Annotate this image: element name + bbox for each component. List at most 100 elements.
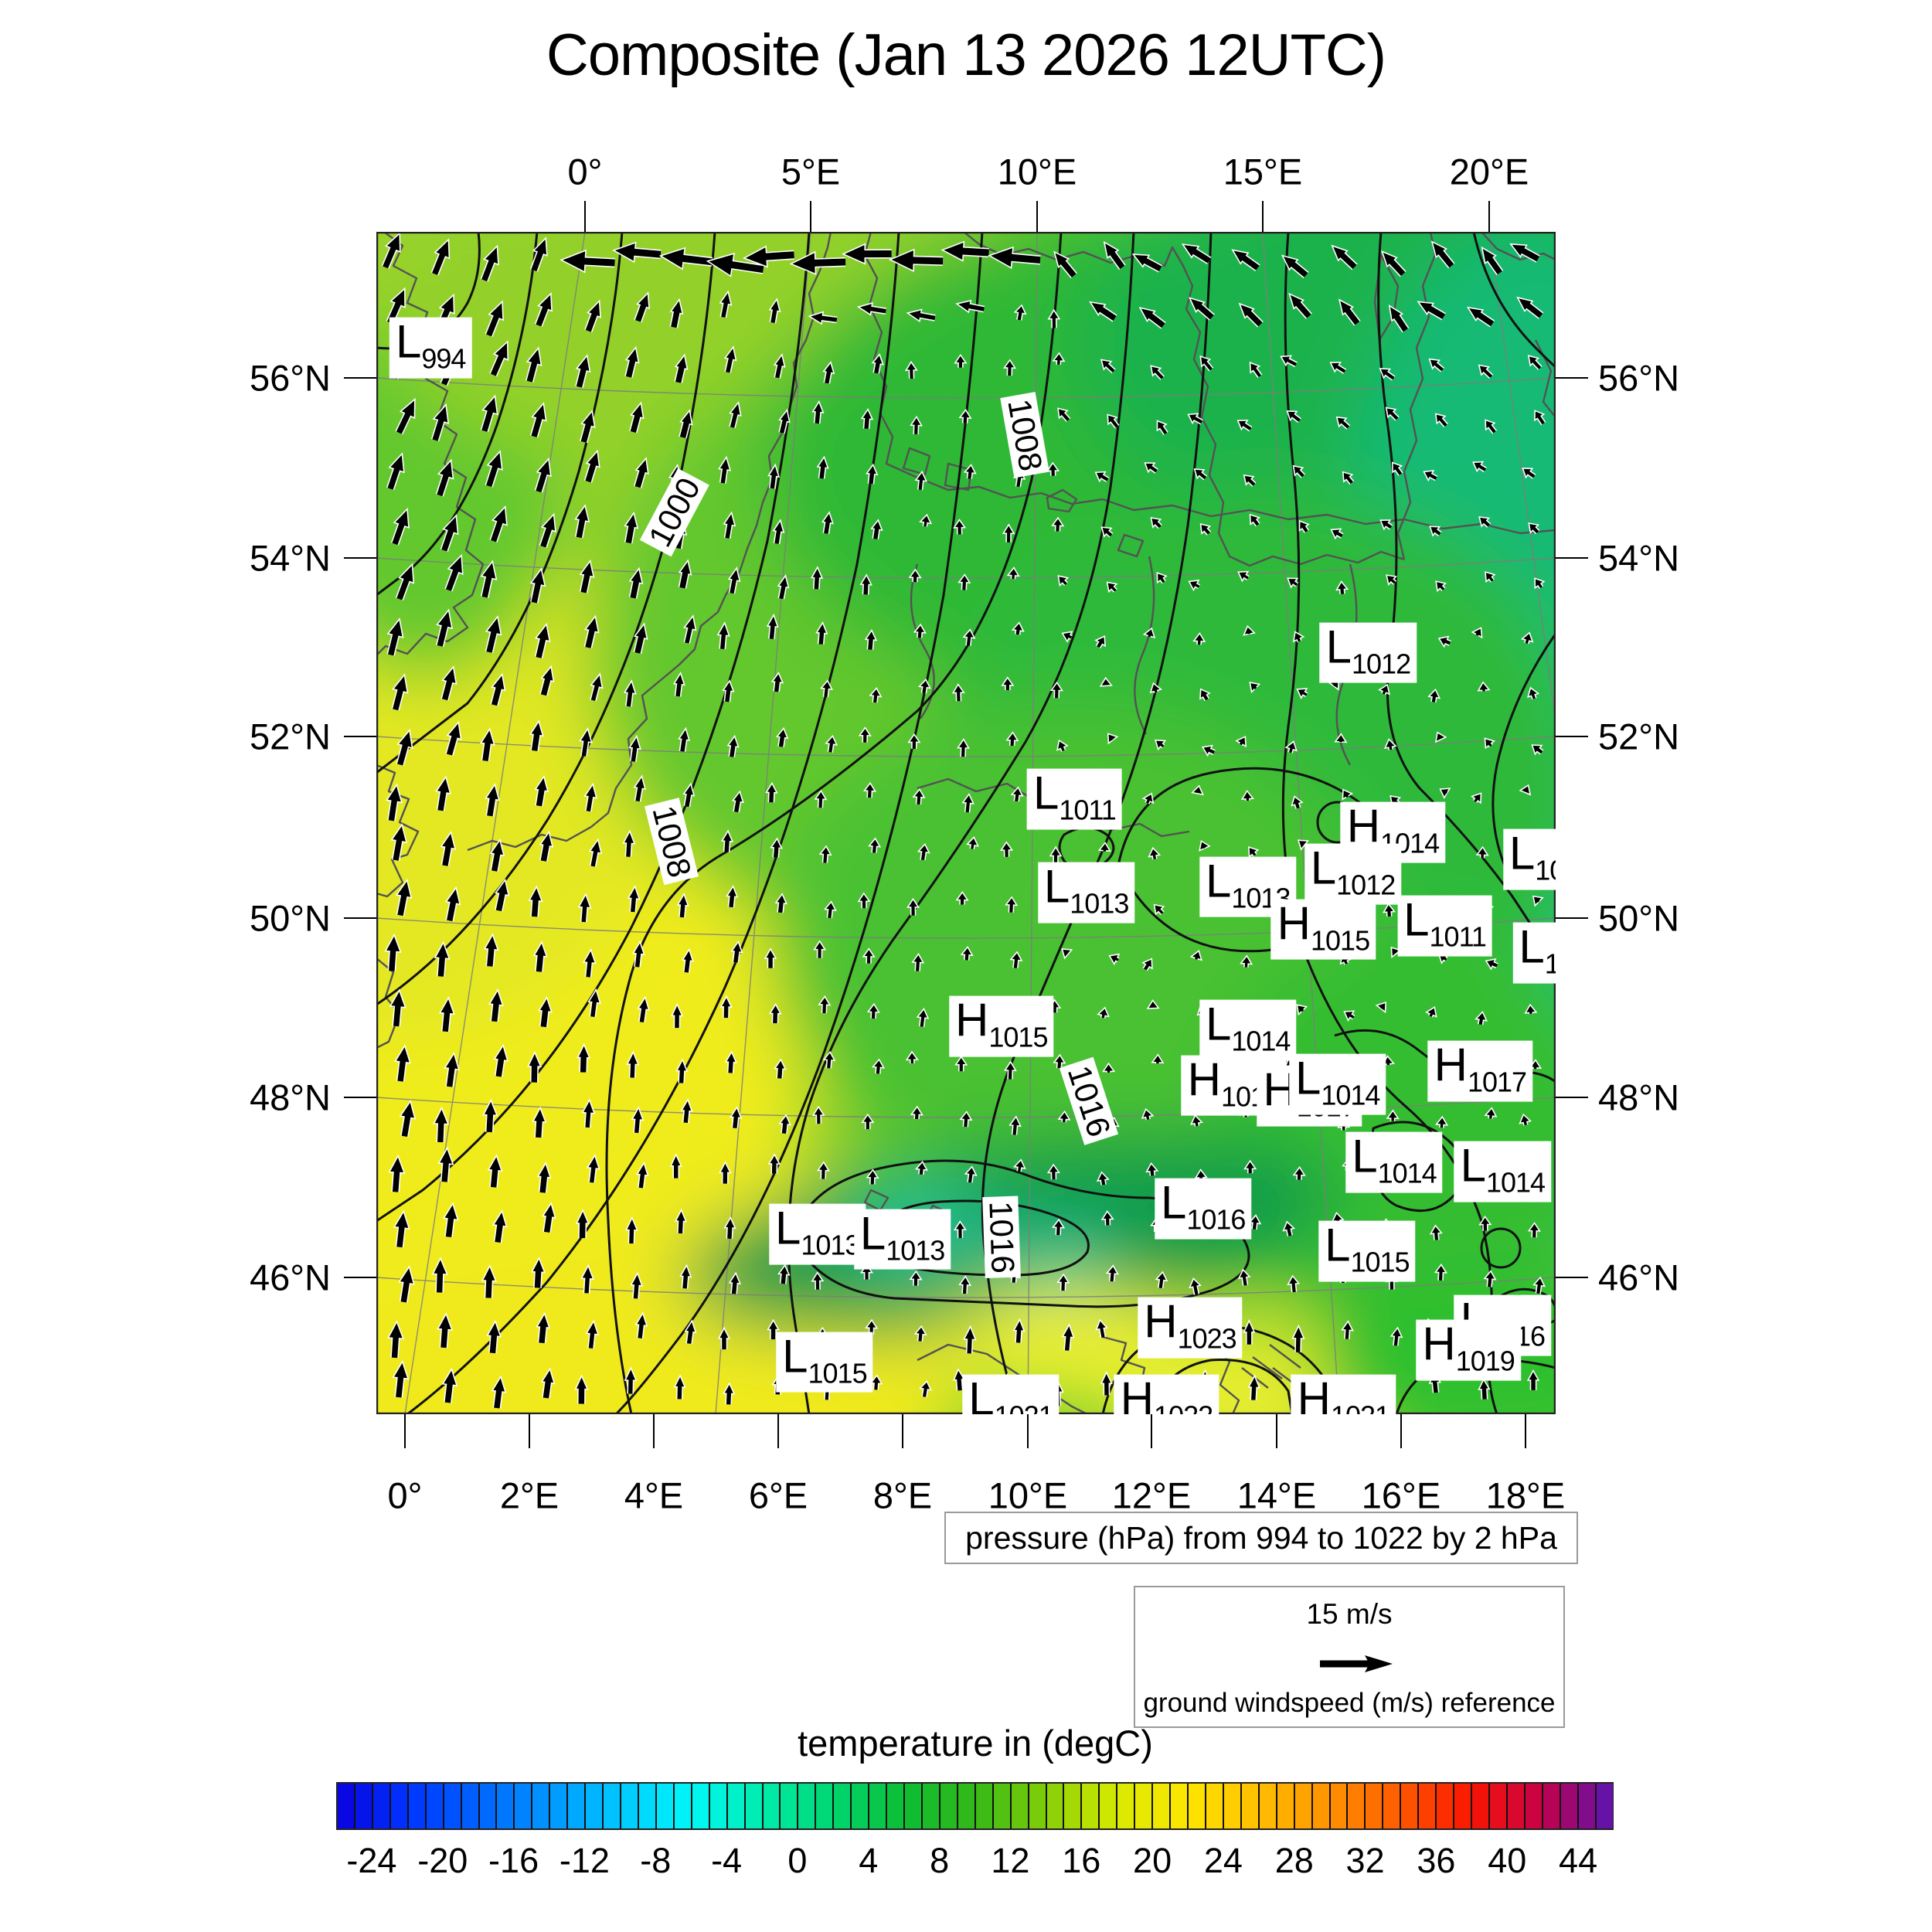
pressure-letter: L (1325, 1219, 1351, 1271)
pressure-value: 1023 (1177, 1322, 1237, 1355)
right-tick (1556, 736, 1588, 737)
colorbar-cell (798, 1784, 817, 1828)
bottom-tick (1151, 1414, 1152, 1448)
bottom-axis-label: 6°E (748, 1475, 808, 1516)
colorbar-cell (408, 1784, 427, 1828)
bottom-tick (1525, 1414, 1526, 1448)
page-title: Composite (Jan 13 2026 12UTC) (546, 22, 1386, 88)
colorbar-cell (709, 1784, 728, 1828)
colorbar-cell (763, 1784, 781, 1828)
colorbar-tick-label: -24 (346, 1841, 397, 1880)
low-pressure-label: L1014 (1288, 1052, 1386, 1115)
colorbar-tick-label: 44 (1559, 1841, 1598, 1880)
pressure-letter: L (1519, 920, 1545, 973)
colorbar-cell (834, 1784, 852, 1828)
pressure-value: 1015 (988, 1021, 1048, 1053)
colorbar-cell (338, 1784, 355, 1828)
colorbar-cell (444, 1784, 462, 1828)
right-axis-label: 56°N (1598, 357, 1680, 399)
colorbar-cell (993, 1784, 1012, 1828)
colorbar-cell (692, 1784, 710, 1828)
isobar-contour-label: 1016 (981, 1196, 1021, 1278)
colorbar-tick-label: 12 (991, 1841, 1030, 1880)
bottom-tick (529, 1414, 530, 1448)
colorbar-cell (1348, 1784, 1366, 1828)
colorbar-cell (1312, 1784, 1331, 1828)
low-pressure-label: L1013 (1037, 862, 1135, 923)
pressure-value: 1013 (886, 1234, 945, 1267)
colorbar-tick-label: -12 (559, 1841, 610, 1880)
pressure-value: 1015 (808, 1357, 868, 1389)
pressure-value: 1015 (1350, 1246, 1410, 1278)
colorbar-cell (1223, 1784, 1242, 1828)
colorbar-cell (1241, 1784, 1260, 1828)
colorbar-cell (1330, 1784, 1349, 1828)
pressure-letter: H (1422, 1318, 1456, 1370)
colorbar-cell (674, 1784, 692, 1828)
top-axis-label: 5°E (781, 151, 841, 192)
low-pressure-label: L1012 (1319, 622, 1417, 684)
colorbar-cell (1206, 1784, 1224, 1828)
low-pressure-label: L1013 (853, 1209, 951, 1270)
pressure-letter: L (1460, 1139, 1486, 1192)
wind-reference-caption: ground windspeed (m/s) reference (1143, 1688, 1556, 1718)
low-pressure-label: L1014 (1454, 1139, 1552, 1202)
pressure-value: 1011 (1429, 920, 1487, 953)
left-axis-label: 54°N (249, 537, 331, 579)
colorbar-cell (355, 1784, 373, 1828)
colorbar-tick-label: -16 (488, 1841, 539, 1880)
pressure-value: 1012 (1336, 869, 1396, 901)
colorbar-cell (1064, 1784, 1083, 1828)
pressure-value: 1011 (1059, 794, 1116, 826)
high-pressure-label: H1015 (1270, 897, 1376, 961)
pressure-letter: H (1277, 897, 1311, 950)
bottom-axis-label: 0° (387, 1475, 423, 1516)
colorbar-cell (922, 1784, 940, 1828)
colorbar-cell (461, 1784, 480, 1828)
pressure-value: 994 (421, 342, 466, 375)
pressure-letter: L (1294, 1052, 1321, 1104)
colorbar-cell (604, 1784, 621, 1828)
high-pressure-label: H1022 (1114, 1374, 1219, 1414)
left-tick (344, 557, 376, 559)
colorbar-cell (497, 1784, 515, 1828)
high-pressure-label: H1019 (1416, 1318, 1521, 1381)
colorbar-tick-label: 28 (1274, 1841, 1314, 1880)
pressure-letter: L (1205, 855, 1232, 907)
pressure-value: 1021 (995, 1400, 1054, 1414)
high-pressure-label: H1015 (949, 994, 1054, 1057)
pressure-value: 1014 (1321, 1079, 1380, 1111)
colorbar-tick-label: 0 (787, 1841, 808, 1880)
top-tick (810, 201, 811, 232)
colorbar-cell (1543, 1784, 1561, 1828)
bottom-axis-label: 10°E (988, 1475, 1068, 1516)
left-axis-label: 48°N (249, 1077, 331, 1118)
low-pressure-label: L1014 (1199, 999, 1297, 1061)
colorbar-cell (1011, 1784, 1029, 1828)
bottom-tick (902, 1414, 903, 1448)
colorbar-cell (852, 1784, 870, 1828)
bottom-axis-label: 4°E (624, 1475, 684, 1516)
wind-reference-box: 15 m/s ground windspeed (m/s) reference (1134, 1586, 1565, 1728)
pressure-value: 1012 (1352, 648, 1411, 680)
pressure-value: 1017 (1467, 1066, 1527, 1098)
top-tick (584, 201, 586, 232)
colorbar-cell (745, 1784, 764, 1828)
left-tick (344, 736, 376, 737)
pressure-letter: L (1310, 842, 1337, 894)
colorbar-cell (1419, 1784, 1437, 1828)
right-tick (1556, 1277, 1588, 1278)
colorbar-cell (816, 1784, 835, 1828)
colorbar-cell (1294, 1784, 1313, 1828)
colorbar-cell (532, 1784, 551, 1828)
pressure-caption: pressure (hPa) from 994 to 1022 by 2 hPa (944, 1512, 1578, 1564)
left-axis-label: 52°N (249, 716, 331, 757)
pressure-letter: L (968, 1372, 995, 1414)
low-pressure-label: L1014 (1345, 1131, 1443, 1193)
right-axis-label: 50°N (1598, 897, 1680, 939)
pressure-letter: H (1120, 1372, 1155, 1414)
colorbar-cell (1454, 1784, 1472, 1828)
left-tick (344, 1097, 376, 1098)
pressure-letter: H (955, 994, 989, 1046)
